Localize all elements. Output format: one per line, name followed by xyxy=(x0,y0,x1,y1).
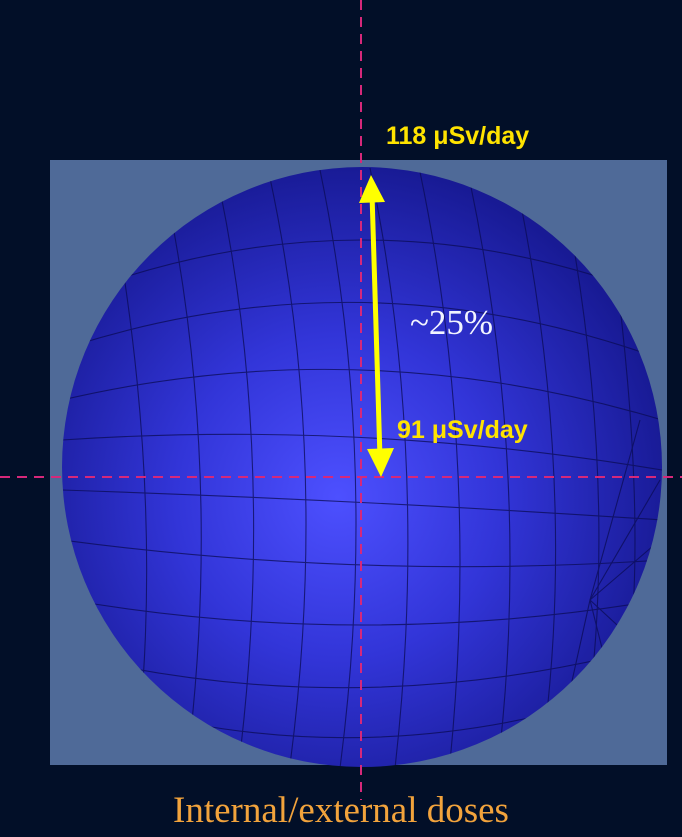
caption: Internal/external doses xyxy=(173,790,509,831)
top-dose-label: 118 μSv/day xyxy=(386,122,530,150)
difference-label: ~25% xyxy=(410,303,494,342)
dose-arrow xyxy=(359,175,394,477)
center-dose-label: 91 μSv/day xyxy=(397,416,528,444)
